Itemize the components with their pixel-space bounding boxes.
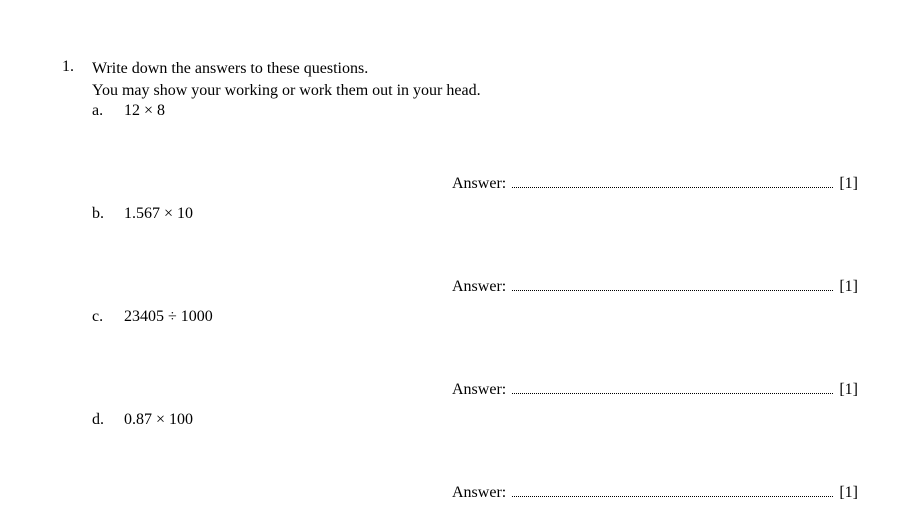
answer-label: Answer: [452,278,506,296]
part-b-answer-row: Answer: [1] [92,278,858,296]
part-a-text: 12 × 8 [124,102,858,120]
question-number: 1. [62,58,92,76]
part-c-marks: [1] [839,381,858,399]
part-c-text: 23405 ÷ 1000 [124,308,858,326]
instruction-line-1: Write down the answers to these question… [92,58,858,80]
answer-label: Answer: [452,484,506,502]
part-a-marks: [1] [839,175,858,193]
answer-blank[interactable] [512,187,833,188]
part-c-block: c. 23405 ÷ 1000 Answer: [1] [92,308,858,399]
answer-blank[interactable] [512,290,833,291]
part-b-label: b. [92,205,124,223]
part-b-text: 1.567 × 10 [124,205,858,223]
part-d-block: d. 0.87 × 100 Answer: [1] [92,411,858,502]
part-d-label: d. [92,411,124,429]
part-b-row: b. 1.567 × 10 [92,205,858,223]
part-d-answer-row: Answer: [1] [92,484,858,502]
part-c-row: c. 23405 ÷ 1000 [92,308,858,326]
part-b-marks: [1] [839,278,858,296]
part-c-answer-row: Answer: [1] [92,381,858,399]
part-a-row: a. 12 × 8 [92,102,858,120]
part-a-label: a. [92,102,124,120]
instruction-line-2: You may show your working or work them o… [92,80,858,102]
part-c-label: c. [92,308,124,326]
part-d-row: d. 0.87 × 100 [92,411,858,429]
part-a-answer-row: Answer: [1] [92,175,858,193]
question-body: Write down the answers to these question… [92,58,858,512]
question-row: 1. Write down the answers to these quest… [62,58,858,512]
part-b-block: b. 1.567 × 10 Answer: [1] [92,205,858,296]
part-d-text: 0.87 × 100 [124,411,858,429]
answer-blank[interactable] [512,496,833,497]
part-d-marks: [1] [839,484,858,502]
answer-label: Answer: [452,175,506,193]
answer-blank[interactable] [512,393,833,394]
answer-label: Answer: [452,381,506,399]
